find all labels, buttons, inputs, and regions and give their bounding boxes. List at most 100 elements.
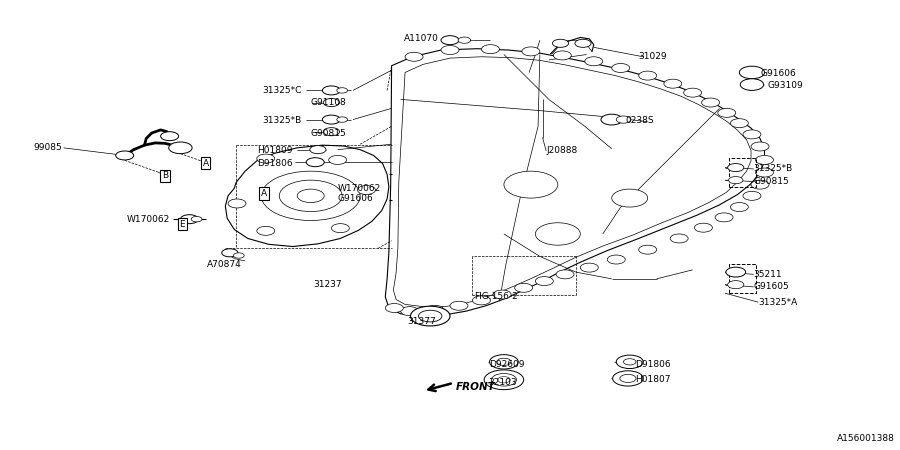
Circle shape [664,79,682,88]
Circle shape [741,79,763,90]
Text: W170062: W170062 [126,215,169,224]
Text: G90815: G90815 [753,177,789,186]
Text: G91606: G91606 [338,194,374,202]
Circle shape [323,128,339,136]
Circle shape [484,370,524,390]
Circle shape [116,151,134,160]
Circle shape [482,45,500,54]
Text: G91108: G91108 [310,99,346,108]
Circle shape [751,142,769,151]
Circle shape [310,146,326,153]
Circle shape [639,245,657,254]
Text: 31325*B: 31325*B [263,116,302,125]
Circle shape [331,224,349,233]
Text: D91806: D91806 [635,360,670,369]
Circle shape [168,142,192,153]
Circle shape [228,199,246,208]
Circle shape [490,355,518,369]
Circle shape [160,132,178,141]
Circle shape [221,249,238,257]
Text: A: A [261,189,267,198]
Text: G90815: G90815 [310,129,346,138]
Circle shape [279,180,342,211]
Circle shape [731,202,748,211]
Circle shape [418,310,442,322]
Circle shape [441,36,459,45]
Text: E: E [179,220,185,229]
Circle shape [695,223,713,232]
Circle shape [612,63,630,72]
Circle shape [426,305,444,314]
Text: H01807: H01807 [635,375,670,384]
Text: W170062: W170062 [338,184,381,193]
Circle shape [504,171,558,198]
Text: A70874: A70874 [207,260,242,269]
Text: G91605: G91605 [753,283,789,292]
Text: 31029: 31029 [639,52,667,61]
Circle shape [233,253,244,258]
Circle shape [612,189,648,207]
Text: D91806: D91806 [257,158,292,167]
Polygon shape [385,49,764,315]
Circle shape [624,359,636,365]
Circle shape [297,189,324,202]
Circle shape [322,86,340,95]
Text: A: A [202,158,209,167]
Text: 99085: 99085 [33,144,62,153]
Circle shape [616,116,631,123]
Circle shape [554,51,572,60]
Text: 31325*B: 31325*B [753,164,793,173]
Text: 31325*A: 31325*A [758,297,797,306]
Text: D92609: D92609 [489,360,524,369]
Circle shape [718,108,736,117]
Circle shape [731,119,748,128]
Text: G93109: G93109 [767,81,803,90]
Circle shape [742,191,760,200]
Circle shape [458,37,471,43]
Text: B: B [162,171,168,180]
Text: 31377: 31377 [408,317,436,326]
Circle shape [491,374,517,386]
Circle shape [620,374,636,382]
Text: 31237: 31237 [313,280,342,289]
Text: H01809: H01809 [257,146,292,155]
Circle shape [601,114,623,125]
Circle shape [585,57,603,66]
Text: A11070: A11070 [404,34,439,43]
Circle shape [580,263,598,272]
Circle shape [191,216,202,222]
Circle shape [742,130,760,139]
Text: J20888: J20888 [546,147,578,156]
Circle shape [385,303,403,312]
Circle shape [729,176,742,184]
Text: G91606: G91606 [760,69,796,78]
Circle shape [716,213,733,222]
Circle shape [536,277,554,286]
Circle shape [515,284,533,292]
Bar [729,264,755,293]
Circle shape [256,154,274,163]
Circle shape [740,66,764,79]
Circle shape [702,98,720,107]
Circle shape [616,355,643,369]
Polygon shape [225,145,389,247]
Circle shape [323,99,339,107]
Circle shape [180,215,198,224]
Circle shape [337,117,347,122]
Circle shape [684,88,702,97]
Text: 31325*C: 31325*C [263,86,302,95]
Circle shape [728,281,743,289]
Circle shape [536,223,580,245]
Circle shape [261,171,360,220]
Circle shape [670,234,688,243]
Circle shape [755,168,773,177]
Circle shape [357,185,375,194]
Circle shape [497,358,511,365]
Circle shape [522,47,540,56]
Circle shape [553,39,569,47]
Text: 0238S: 0238S [626,116,654,125]
Circle shape [256,226,274,235]
Circle shape [613,371,644,386]
Circle shape [498,377,510,383]
Circle shape [410,306,450,326]
